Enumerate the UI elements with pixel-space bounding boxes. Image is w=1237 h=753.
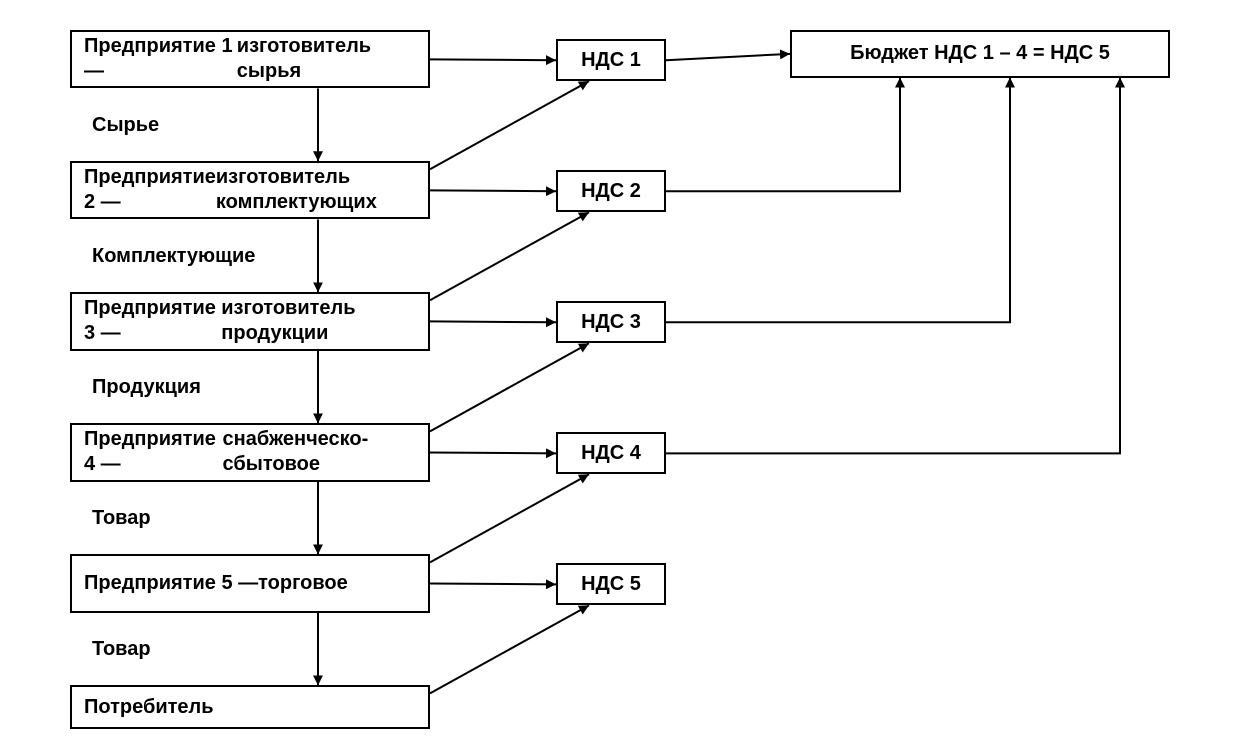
nds3: НДС 3 [556,301,666,343]
enterprise3: Предприятие 3 —изготовитель продукции [70,292,430,350]
nds2: НДС 2 [556,170,666,212]
edge-e5-n5 [430,583,556,584]
edge-e4-n3 [430,343,589,431]
nds5: НДС 5 [556,563,666,605]
enterprise2: Предприятие 2 —изготовитель комплектующи… [70,161,430,219]
edge-e3-n2 [430,212,589,300]
enterprise1: Предприятие 1 —изготовитель сырья [70,30,430,88]
edge-e5-n4 [430,474,589,562]
edge-e2-n2 [430,190,556,191]
consumer: Потребитель [70,685,430,729]
edge-e4-n4 [430,452,556,453]
label-product: Продукция [92,376,201,399]
label-components: Комплектующие [92,245,255,268]
label-raw: Сырье [92,114,159,137]
enterprise5: Предприятие 5 —торговое [70,554,430,612]
label-goods2: Товар [92,638,151,661]
edge-n4-b [666,78,1120,454]
edge-e2-n1 [430,81,589,169]
nds4: НДС 4 [556,432,666,474]
edge-c-n5 [430,605,589,693]
diagram-stage: Предприятие 1 —изготовитель сырья Предпри… [0,0,1237,753]
edge-n3-b [666,78,1010,323]
budget: Бюджет НДС 1 – 4 = НДС 5 [790,30,1170,77]
edge-n2-b [666,78,900,192]
edge-e1-n1 [430,59,556,60]
nds1: НДС 1 [556,39,666,81]
enterprise4: Предприятие 4 —снабженческо-сбытовое [70,423,430,481]
edge-n1-b [666,54,790,60]
label-goods1: Товар [92,507,151,530]
edge-e3-n3 [430,321,556,322]
